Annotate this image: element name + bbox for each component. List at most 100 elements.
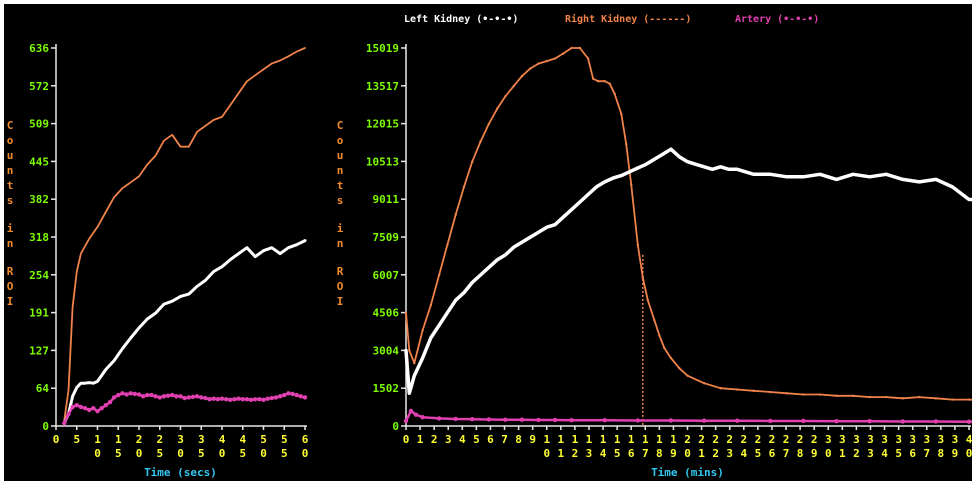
panel2-series-artery-point <box>503 418 507 422</box>
panel1-series-artery-point <box>241 397 245 401</box>
panel2-series-right-kidney-point <box>608 83 610 85</box>
panel2-series-right-kidney-point <box>802 393 804 395</box>
panel2-x-tick-label: 3 <box>895 433 902 446</box>
panel1-y-axis-label-char: n <box>7 237 14 250</box>
panel1-series-artery-point <box>162 394 166 398</box>
panel2-x-tick-label: 1 <box>670 433 677 446</box>
panel2-series-right-kidney-point <box>504 95 506 97</box>
panel2-series-artery-point <box>735 419 739 423</box>
panel1-x-tick-label: 4 <box>219 433 226 446</box>
panel2-y-tick-label: 1502 <box>373 382 400 395</box>
panel1-series-artery-point <box>228 398 232 402</box>
panel2-series-artery-point <box>569 418 573 422</box>
panel1-series-artery-point <box>216 397 220 401</box>
panel2-x-tick-label: 9 <box>529 433 536 446</box>
panel2-series-right-kidney-point <box>819 393 821 395</box>
panel2-series-right-kidney-point <box>546 60 548 62</box>
panel1-series-artery-point <box>112 395 116 399</box>
panel2-series-right-kidney-point <box>454 213 456 215</box>
panel2-x-tick-label-2: 0 <box>825 447 832 460</box>
panel1-y-tick-label: 127 <box>29 344 49 357</box>
panel2-x-tick-label: 2 <box>797 433 804 446</box>
panel2-y-tick-label: 0 <box>392 420 399 433</box>
panel2-x-tick-label-2: 2 <box>572 447 579 460</box>
panel2-x-tick-label-2: 3 <box>586 447 593 460</box>
panel2-series-right-kidney-point <box>968 398 970 400</box>
panel1-y-tick-label: 0 <box>42 420 49 433</box>
panel2-series-right-kidney-point <box>686 374 688 376</box>
panel1-series-artery-point <box>195 394 199 398</box>
panel2-series-right-kidney-point <box>951 398 953 400</box>
panel2-x-tick-label-2: 8 <box>656 447 663 460</box>
panel2-series-right-kidney-point <box>658 334 660 336</box>
panel2-series-artery-point <box>520 418 524 422</box>
panel1-series-artery-point <box>290 392 294 396</box>
panel1-series-artery-point <box>120 391 124 395</box>
panel2-x-tick-label-2: 7 <box>923 447 930 460</box>
panel1-y-tick-label: 509 <box>29 118 49 131</box>
panel2-x-tick-label-2: 7 <box>783 447 790 460</box>
panel1-series-artery-point <box>257 397 261 401</box>
panel1-series-artery-point <box>70 405 74 409</box>
panel2-series-right-kidney-point <box>604 80 606 82</box>
panel1-series-artery-point <box>261 398 265 402</box>
panel2-x-tick-label: 1 <box>543 433 550 446</box>
panel1-series-right-kidney-line <box>64 48 305 420</box>
panel2-x-tick-label: 1 <box>417 433 424 446</box>
panel2-series-right-kidney-point <box>663 347 665 349</box>
panel1-series-artery-point <box>224 397 228 401</box>
panel2-y-axis-label-char: n <box>337 164 344 177</box>
panel2-y-tick-label: 12015 <box>366 118 399 131</box>
panel2-series-right-kidney-point <box>597 80 599 82</box>
panel1-series-artery-point <box>249 398 253 402</box>
panel2-series-artery-point <box>437 416 441 420</box>
panel2-series-artery-point <box>967 420 971 424</box>
panel2-x-tick-label: 3 <box>839 433 846 446</box>
panel1-series-artery-point <box>153 394 157 398</box>
panel1-series-artery-point <box>145 393 149 397</box>
panel2-series-right-kidney-point <box>769 391 771 393</box>
panel1-x-tick-label: 0 <box>53 433 60 446</box>
panel1-series-artery-point <box>191 395 195 399</box>
panel1-y-axis-label-char: t <box>7 179 14 192</box>
panel2-series-right-kidney-point <box>642 276 644 278</box>
panel2-y-tick-label: 6007 <box>373 269 400 282</box>
panel2-series-artery-point <box>453 417 457 421</box>
panel2-series-right-kidney-point <box>653 319 655 321</box>
panel2-x-tick-label: 2 <box>811 433 818 446</box>
panel2-series-right-kidney-point <box>408 349 410 351</box>
panel2-x-tick-label-2: 8 <box>938 447 945 460</box>
panel1-y-tick-label: 254 <box>29 269 49 282</box>
panel1-series-artery-point <box>170 393 174 397</box>
panel2-series-right-kidney-point <box>753 390 755 392</box>
panel1-y-axis-label-char: o <box>7 134 14 147</box>
panel1-series-artery-point <box>108 400 112 404</box>
panel2-x-tick-label-2: 4 <box>881 447 888 460</box>
panel2-x-tick-label: 7 <box>501 433 508 446</box>
panel1-y-tick-label: 572 <box>29 80 49 93</box>
panel2-series-right-kidney-point <box>835 395 837 397</box>
panel1-x-tick-label-2: 0 <box>302 447 309 460</box>
panel2-x-tick-label: 1 <box>586 433 593 446</box>
panel2-series-artery-point <box>553 418 557 422</box>
panel2-y-tick-label: 4506 <box>373 307 400 320</box>
panel1-series-artery-point <box>91 406 95 410</box>
panel2-series-right-kidney-point <box>421 329 423 331</box>
panel2-x-tick-label: 3 <box>825 433 832 446</box>
panel1-series-artery-point <box>265 396 269 400</box>
panel1-y-tick-label: 445 <box>29 155 49 168</box>
panel1-series-artery-point <box>274 395 278 399</box>
panel2-series-right-kidney-point <box>902 397 904 399</box>
panel2-x-tick-label: 3 <box>909 433 916 446</box>
panel1-x-tick-label: 6 <box>302 433 309 446</box>
panel1-series-artery-point <box>137 392 141 396</box>
panel2-series-artery-point <box>702 419 706 423</box>
panel1-x-tick-label: 2 <box>136 433 143 446</box>
panel1-series-artery-point <box>75 403 79 407</box>
panel2-y-axis-label-char: s <box>337 194 344 207</box>
panel1-series-artery-point <box>129 391 133 395</box>
panel2-x-tick-label: 1 <box>614 433 621 446</box>
panel2-x-tick-label: 3 <box>938 433 945 446</box>
panel1-series-artery-point <box>66 412 70 416</box>
panel1-x-tick-label: 2 <box>156 433 163 446</box>
